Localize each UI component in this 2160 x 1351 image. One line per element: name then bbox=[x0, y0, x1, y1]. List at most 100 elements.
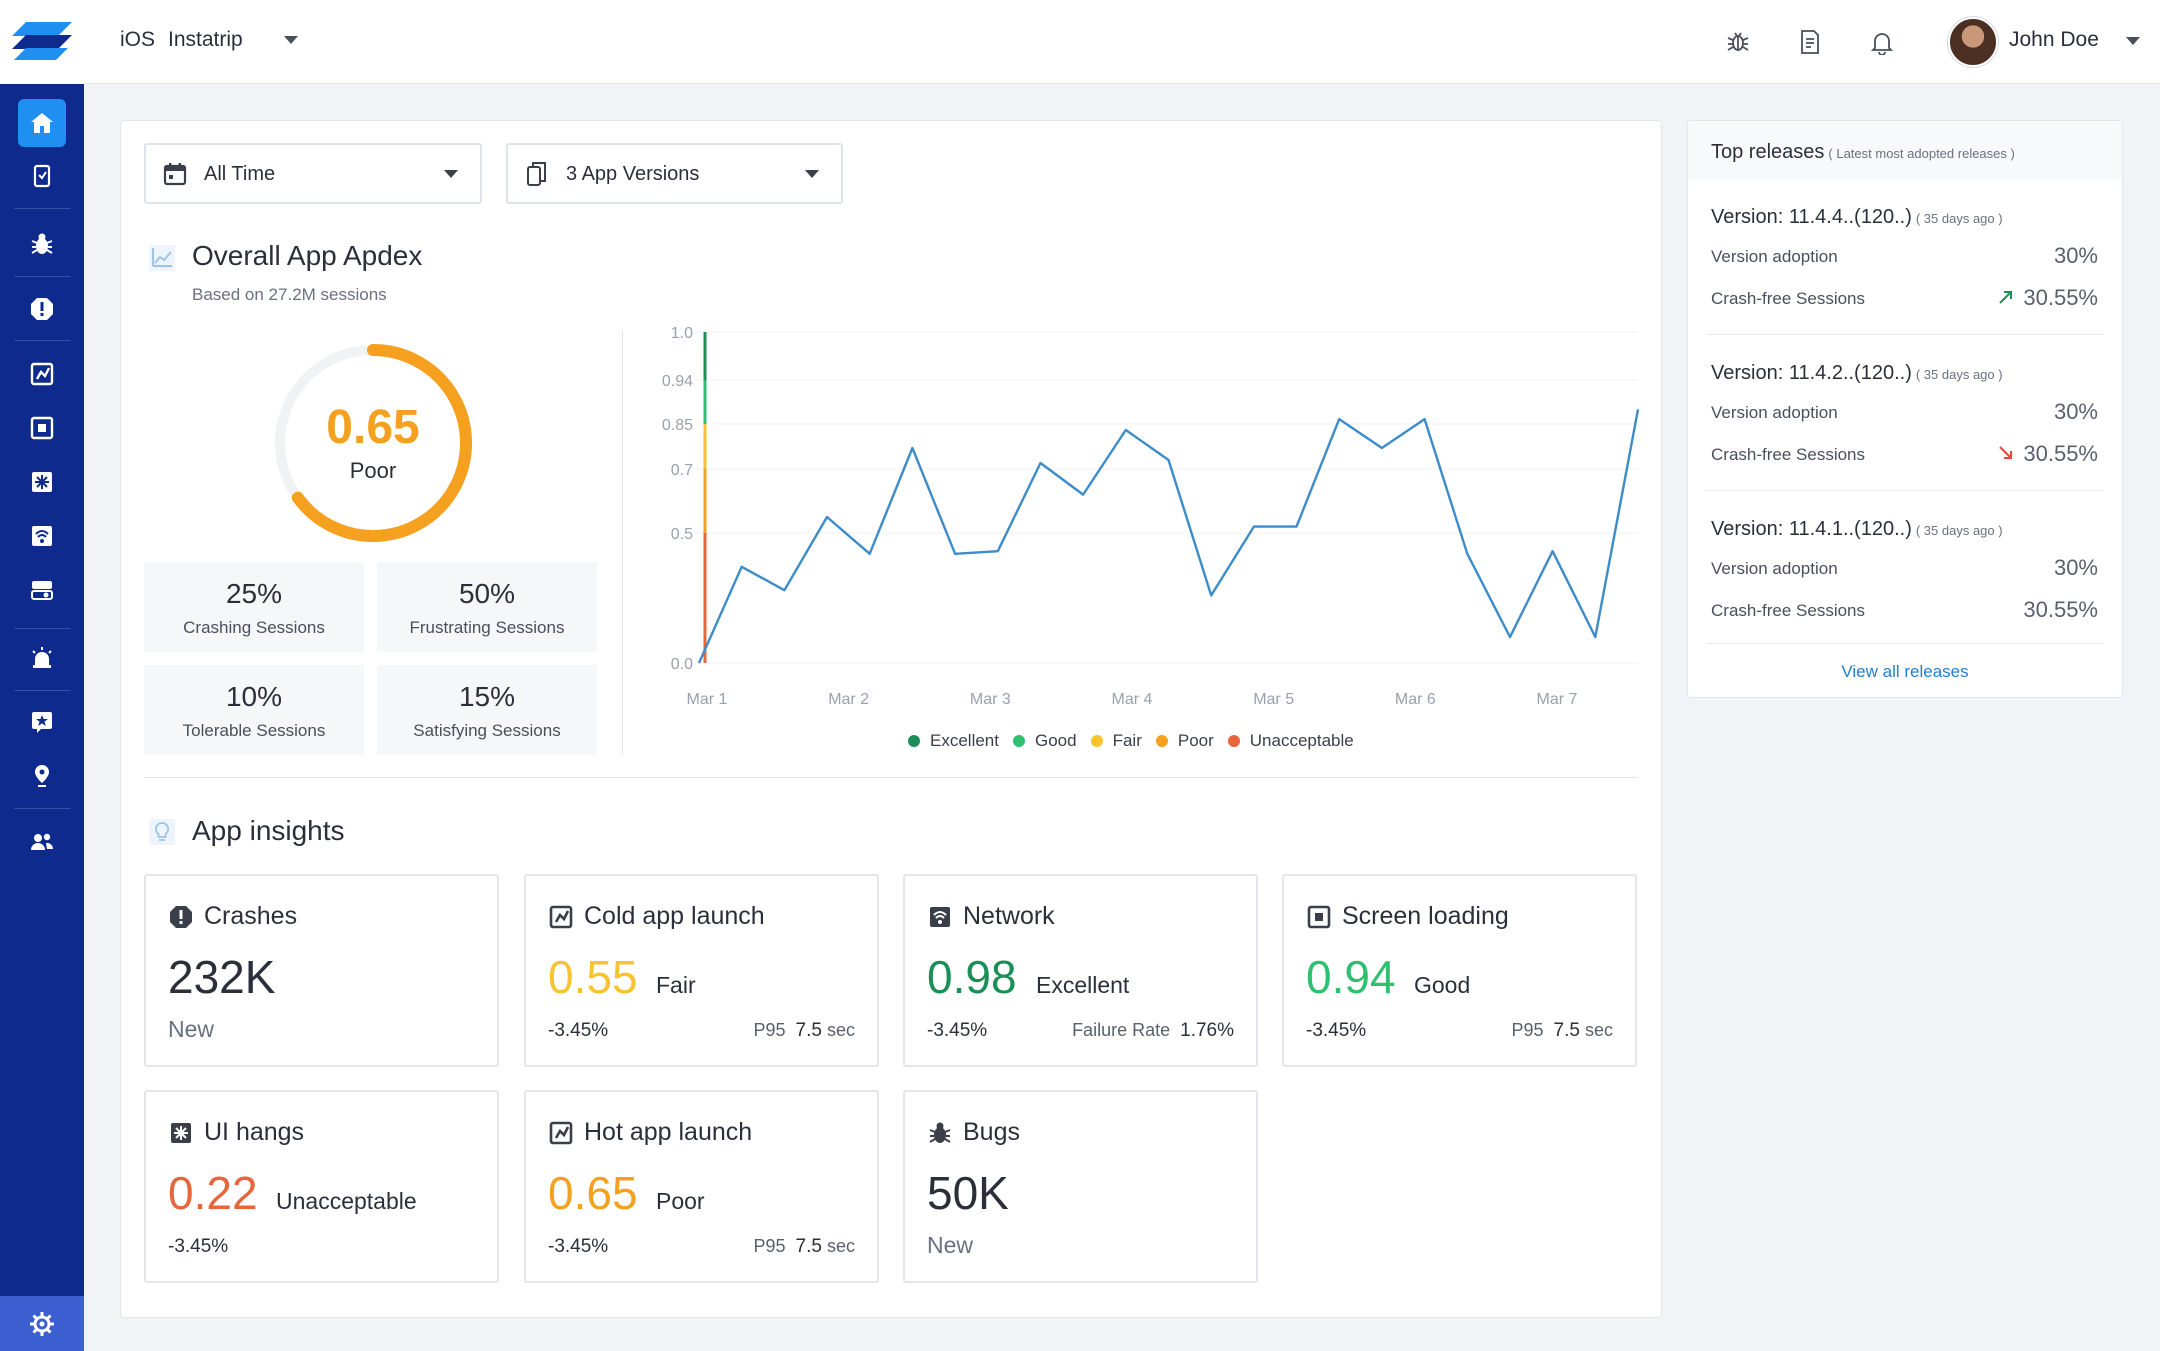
card-title: Network bbox=[963, 902, 1055, 930]
legend-dot bbox=[1012, 735, 1025, 747]
stat-label: Satisfying Sessions bbox=[413, 721, 561, 740]
launch-icon bbox=[549, 1121, 573, 1145]
panel-header: Top releases( Latest most adopted releas… bbox=[1688, 121, 2122, 181]
y-tick-label: 1.0 bbox=[671, 325, 693, 342]
metric-label: P95 bbox=[1511, 1020, 1544, 1040]
insight-card-ui-hangs[interactable]: UI hangs 0.22 Unacceptable -3.45% bbox=[144, 1090, 499, 1283]
metric-unit: sec bbox=[826, 1236, 855, 1256]
apdex-score: 0.65 bbox=[326, 401, 420, 454]
release-version[interactable]: Version: 11.4.1..(120..)( 35 days ago ) bbox=[1711, 518, 2003, 541]
insight-card-cold-launch[interactable]: Cold app launch 0.55 Fair -3.45% P95 7.5… bbox=[524, 874, 879, 1067]
card-metric: Failure Rate 1.76% bbox=[1072, 1020, 1234, 1042]
chevron-down-icon[interactable] bbox=[2126, 37, 2140, 45]
y-tick-label: 0.94 bbox=[662, 373, 693, 390]
divider bbox=[144, 777, 1638, 778]
hang-icon bbox=[32, 472, 52, 492]
app-selector[interactable]: Instatrip bbox=[168, 28, 243, 51]
nav-app-launch[interactable] bbox=[18, 350, 66, 398]
insight-card-screen-loading[interactable]: Screen loading 0.94 Good -3.45% P95 7.5 … bbox=[1282, 874, 1637, 1067]
metric-value: 7.5 bbox=[795, 1236, 822, 1257]
nav-bugs[interactable] bbox=[18, 220, 66, 268]
card-rating: Poor bbox=[656, 1188, 705, 1214]
legend-label: Fair bbox=[1112, 731, 1142, 750]
y-tick-label: 0.7 bbox=[671, 462, 693, 479]
stat-satisfying: 15% Satisfying Sessions bbox=[377, 665, 597, 755]
calendar-icon bbox=[163, 163, 187, 186]
releases-hint: ( Latest most adopted releases ) bbox=[1828, 146, 2015, 161]
nav-ui-hangs[interactable] bbox=[18, 458, 66, 506]
x-tick-label: Mar 2 bbox=[828, 691, 869, 708]
screen-icon bbox=[1307, 905, 1331, 929]
card-value: 0.65 bbox=[548, 1167, 638, 1219]
stat-label: Crashing Sessions bbox=[183, 618, 325, 637]
alert-icon bbox=[170, 906, 192, 928]
app-versions-value: 3 App Versions bbox=[566, 163, 700, 185]
card-change: -3.45% bbox=[548, 1236, 609, 1257]
card-change: -3.45% bbox=[168, 1236, 229, 1257]
card-value: 0.55 bbox=[548, 951, 638, 1003]
top-bar: iOS Instatrip John Doe bbox=[84, 0, 2160, 84]
metric-value: 1.76% bbox=[1180, 1020, 1234, 1041]
card-value: 50K bbox=[927, 1167, 1009, 1219]
card-value: 0.94 bbox=[1306, 951, 1396, 1003]
sidebar bbox=[0, 0, 84, 1351]
nav-alerts[interactable] bbox=[18, 634, 66, 682]
network-icon bbox=[930, 907, 950, 927]
insight-card-bugs[interactable]: Bugs 50K New bbox=[903, 1090, 1258, 1283]
insight-card-hot-launch[interactable]: Hot app launch 0.65 Poor -3.45% P95 7.5 … bbox=[524, 1090, 879, 1283]
alarm-icon bbox=[32, 647, 52, 668]
nav-devices[interactable] bbox=[18, 152, 66, 200]
card-metric: P95 7.5 sec bbox=[1512, 1020, 1614, 1042]
nav-crashes[interactable] bbox=[18, 285, 66, 333]
insights-title: App insights bbox=[192, 815, 345, 846]
card-value: 0.22 bbox=[168, 1167, 258, 1219]
nav-network[interactable] bbox=[18, 512, 66, 560]
nav-location[interactable] bbox=[18, 752, 66, 800]
top-releases-panel: Top releases( Latest most adopted releas… bbox=[1687, 120, 2123, 698]
nav-team[interactable] bbox=[18, 818, 66, 866]
crash-free-value: 30.55% bbox=[1997, 441, 2098, 467]
insight-card-network[interactable]: Network 0.98 Excellent -3.45% Failure Ra… bbox=[903, 874, 1258, 1067]
star-icon bbox=[32, 712, 52, 733]
legend-poor: Poor bbox=[1155, 731, 1214, 751]
card-metric: P95 7.5 sec bbox=[754, 1236, 856, 1258]
card-value: 232K bbox=[168, 951, 276, 1003]
notifications-button[interactable] bbox=[1866, 26, 1898, 58]
nav-home[interactable] bbox=[18, 99, 66, 147]
card-change: -3.45% bbox=[548, 1020, 609, 1041]
view-all-releases-link[interactable]: View all releases bbox=[1841, 662, 1969, 681]
brand-logo[interactable] bbox=[0, 0, 84, 84]
stat-value: 10% bbox=[225, 681, 283, 712]
report-bug-button[interactable] bbox=[1722, 26, 1754, 58]
docs-button[interactable] bbox=[1794, 26, 1826, 58]
metric-unit: sec bbox=[826, 1020, 855, 1040]
metric-label: P95 bbox=[753, 1236, 786, 1256]
chevron-down-icon[interactable] bbox=[284, 36, 298, 44]
nav-screen-loading[interactable] bbox=[18, 404, 66, 452]
app-versions-dropdown[interactable]: 3 App Versions bbox=[506, 143, 843, 204]
adoption-label: Version adoption bbox=[1711, 403, 1838, 422]
apdex-rating: Poor bbox=[349, 458, 397, 483]
release-version[interactable]: Version: 11.4.4..(120..)( 35 days ago ) bbox=[1711, 206, 2003, 229]
insight-card-crashes[interactable]: Crashes 232K New bbox=[144, 874, 499, 1067]
release-version[interactable]: Version: 11.4.2..(120..)( 35 days ago ) bbox=[1711, 362, 2003, 385]
stat-label: Frustrating Sessions bbox=[409, 618, 565, 637]
apdex-line-chart: 1.0 0.94 0.85 0.7 0.5 0.0 Mar 1 Mar 2 Mar 3 Mar … bbox=[662, 325, 1640, 708]
user-menu[interactable]: John Doe bbox=[2009, 28, 2099, 51]
avatar[interactable] bbox=[1948, 17, 1998, 67]
nav-feature-flags[interactable] bbox=[18, 566, 66, 614]
toggle-icon bbox=[31, 581, 53, 600]
chart-legend: Excellent Good Fair Poor Unacceptable bbox=[908, 731, 1368, 751]
divider bbox=[1706, 490, 2104, 491]
metric-label: P95 bbox=[753, 1020, 786, 1040]
screen-icon bbox=[30, 416, 54, 440]
metric-value: 7.5 bbox=[795, 1020, 822, 1041]
legend-dot bbox=[1227, 735, 1240, 747]
nav-reviews[interactable] bbox=[18, 698, 66, 746]
stat-value: 50% bbox=[458, 578, 516, 609]
apdex-series-line bbox=[697, 409, 1640, 664]
users-icon bbox=[31, 833, 54, 850]
time-range-dropdown[interactable]: All Time bbox=[144, 143, 482, 204]
stat-label: Tolerable Sessions bbox=[182, 721, 326, 740]
settings-button[interactable] bbox=[0, 1296, 84, 1351]
